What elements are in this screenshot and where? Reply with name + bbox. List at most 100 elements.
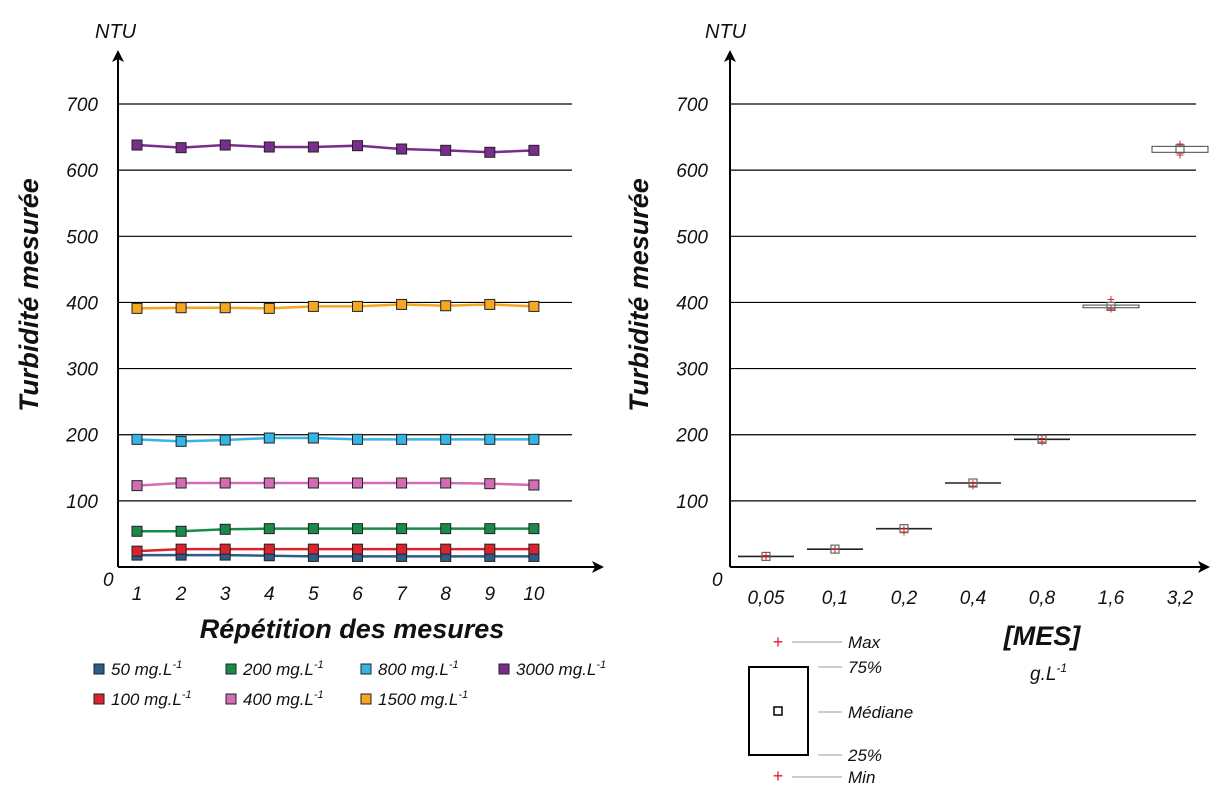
box-median-marker: [1175, 144, 1185, 154]
series-s50: [131, 549, 540, 562]
legend-item: 800 mg.L-1: [360, 659, 459, 679]
box-median-marker: [1037, 434, 1047, 444]
data-point: [263, 302, 275, 314]
left-x-tick-label: 4: [264, 584, 275, 605]
data-point: [175, 302, 187, 314]
right-x-tick-label: 0,2: [891, 588, 918, 609]
data-point: [484, 298, 496, 310]
legend-item: 3000 mg.L-1: [498, 659, 606, 679]
left-x-axis-title: Répétition des mesures: [200, 614, 505, 644]
box: ++: [738, 547, 794, 564]
box-plot-key: + Max 75% Médiane 25% + Min: [748, 632, 913, 785]
left-y-tick-label: 300: [66, 360, 98, 381]
right-x-tick-label: 0,4: [960, 588, 986, 609]
legend-item: 200 mg.L-1: [225, 659, 324, 679]
data-point: [307, 523, 319, 535]
box-median-marker: [830, 544, 840, 554]
right-y-tick-label: 400: [676, 293, 708, 314]
right-x-tick-labels: 0,05 0,1 0,2 0,4 0,8 1,6 3,2: [748, 588, 1194, 609]
data-point: [263, 543, 275, 555]
legend-label: 400 mg.L-1: [243, 689, 324, 709]
left-x-tick-label: 6: [352, 584, 363, 605]
series-line: [137, 527, 534, 533]
right-unit-label: NTU: [705, 21, 747, 43]
box: ++: [1082, 291, 1140, 316]
data-point: [396, 543, 408, 555]
legend-label: 1500 mg.L-1: [378, 689, 468, 709]
data-point: [528, 543, 540, 555]
left-y-tick-labels: 100 200 300 400 500 600 700: [65, 95, 98, 513]
legend-item: 400 mg.L-1: [225, 689, 324, 709]
box-max-marker: +: [831, 541, 839, 557]
left-y-tick-label: 100: [66, 492, 98, 513]
right-y-tick-label: 300: [676, 360, 708, 381]
left-y-tick-label: 500: [66, 227, 98, 248]
box-min-marker: +: [969, 478, 977, 494]
data-point: [528, 479, 540, 491]
data-point: [352, 300, 363, 312]
legend-label: 3000 mg.L-1: [516, 659, 606, 679]
left-chart: 100 200 300 400 500 600 700 NTU 0 Turbidité me…: [14, 21, 606, 709]
data-point: [440, 543, 452, 555]
data-point: [307, 432, 319, 444]
data-point: [219, 523, 231, 535]
box-max-marker: +: [969, 475, 977, 491]
box-min-marker: +: [900, 523, 908, 539]
series-s800: [131, 432, 540, 447]
left-origin-label: 0: [103, 570, 114, 591]
right-chart: 100 200 300 400 500 600 700 NTU 0 Turbidité me…: [624, 21, 1210, 785]
box-max-marker: +: [762, 547, 770, 563]
box-median-marker: [899, 524, 909, 534]
data-point: [440, 433, 452, 445]
key-median-marker: [773, 706, 783, 716]
data-point: [440, 477, 452, 489]
right-x-axis-title: [MES]: [1003, 621, 1082, 651]
data-point: [440, 144, 452, 156]
legend-label: 100 mg.L-1: [111, 689, 192, 709]
legend-swatch: [498, 663, 510, 675]
key-q1-label: 25%: [847, 746, 882, 765]
data-point: [528, 300, 540, 312]
legend-label: 200 mg.L-1: [242, 659, 324, 679]
key-median-label: Médiane: [848, 703, 913, 722]
data-point: [484, 478, 496, 490]
data-point: [352, 433, 363, 445]
legend-swatch: [225, 663, 237, 675]
data-point: [131, 302, 143, 314]
left-x-tick-label: 3: [220, 584, 231, 605]
data-point: [352, 523, 363, 535]
data-point: [175, 142, 187, 154]
data-point: [307, 141, 319, 153]
data-point: [352, 477, 363, 489]
right-y-tick-label: 200: [675, 426, 708, 447]
left-x-tick-label: 8: [440, 584, 451, 605]
left-x-tick-label: 5: [308, 584, 319, 605]
left-gridlines: [118, 103, 572, 502]
box-min-marker: +: [1038, 433, 1046, 449]
box: ++: [807, 541, 863, 557]
data-point: [131, 545, 143, 557]
right-y-tick-label: 700: [676, 95, 708, 116]
data-point: [175, 543, 187, 555]
right-y-tick-labels: 100 200 300 400 500 600 700: [675, 95, 708, 513]
right-origin-label: 0: [712, 570, 723, 591]
series-s3000: [131, 139, 540, 158]
data-point: [440, 300, 452, 312]
data-point: [219, 302, 231, 314]
left-x-tick-label: 7: [396, 584, 408, 605]
series-line: [137, 553, 534, 558]
box: ++: [1151, 136, 1209, 162]
legend-swatch: [360, 693, 372, 705]
box-min-marker: +: [762, 548, 770, 564]
right-y-tick-label: 500: [676, 227, 708, 248]
data-point: [396, 523, 408, 535]
series-line: [136, 436, 534, 443]
data-point: [263, 432, 275, 444]
right-box-layer: ++ ++++++++++++: [738, 136, 1209, 564]
key-min-label: Min: [848, 768, 875, 785]
left-y-tick-label: 200: [65, 426, 98, 447]
series-s1500: [131, 298, 540, 314]
data-point: [396, 298, 408, 310]
data-point: [131, 433, 143, 445]
